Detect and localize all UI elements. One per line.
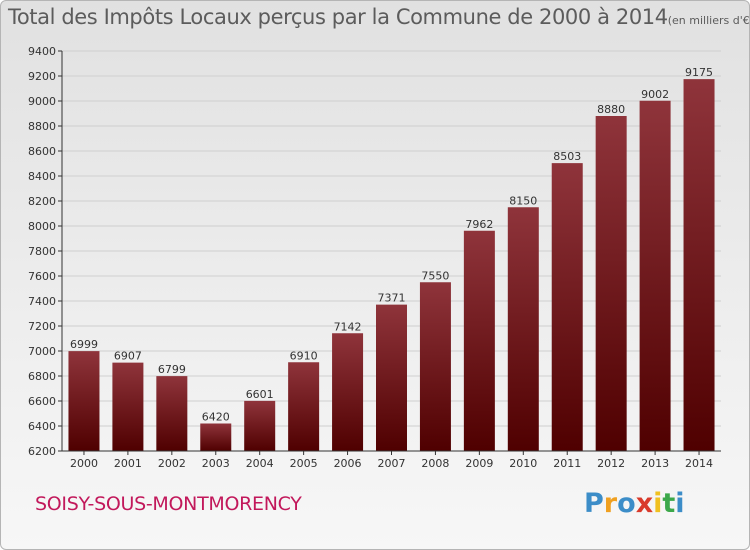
chart-title: Total des Impôts Locaux perçus par la Co… [8, 5, 750, 29]
y-tick-label: 7200 [28, 320, 56, 333]
value-label: 6601 [246, 388, 274, 401]
x-tick-label: 2000 [70, 457, 98, 470]
x-tick-label: 2001 [114, 457, 142, 470]
logo-letter: i [653, 488, 663, 519]
value-label: 6999 [70, 338, 98, 351]
y-tick-label: 8200 [28, 195, 56, 208]
y-tick-label: 7000 [28, 345, 56, 358]
y-tick-label: 6200 [28, 445, 56, 458]
value-label: 6799 [158, 363, 186, 376]
x-tick-label: 2006 [334, 457, 362, 470]
bar-2008 [419, 282, 451, 451]
x-tick-label: 2014 [685, 457, 713, 470]
logo-letter: i [675, 488, 685, 519]
x-tick-label: 2004 [246, 457, 274, 470]
logo-letter: x [635, 488, 654, 519]
value-label: 8503 [553, 150, 581, 163]
y-tick-label: 8400 [28, 170, 56, 183]
y-tick-label: 7600 [28, 270, 56, 283]
bar-2014 [683, 79, 715, 451]
x-tick-label: 2008 [421, 457, 449, 470]
value-label: 7142 [334, 320, 362, 333]
proxiti-logo: Proxiti [584, 488, 685, 519]
y-tick-label: 6400 [28, 420, 56, 433]
title-text: Total des Impôts Locaux perçus par la Co… [8, 5, 668, 29]
commune-name: SOISY-SOUS-MONTMORENCY [35, 493, 302, 515]
unit-label: (en milliers d'€) [667, 14, 750, 27]
y-tick-label: 8800 [28, 120, 56, 133]
y-tick-label: 7800 [28, 245, 56, 258]
bars [68, 79, 715, 451]
y-tick-label: 9400 [28, 45, 56, 58]
value-label: 6910 [290, 349, 318, 362]
y-tick-label: 9200 [28, 70, 56, 83]
y-tick-label: 6600 [28, 395, 56, 408]
bar-2007 [376, 304, 407, 451]
value-label: 9175 [685, 66, 713, 79]
y-tick-label: 8600 [28, 145, 56, 158]
value-label: 7962 [465, 218, 493, 231]
x-tick-label: 2009 [465, 457, 493, 470]
bar-2012 [595, 116, 627, 451]
axes [58, 50, 721, 455]
y-tick-label: 9000 [28, 95, 56, 108]
logo-letter: r [603, 488, 618, 519]
logo-letter: t [662, 488, 676, 519]
logo-letter: P [584, 488, 604, 519]
value-label: 9002 [641, 88, 669, 101]
y-tick-label: 6800 [28, 370, 56, 383]
x-tick-label: 2013 [641, 457, 669, 470]
x-tick-label: 2002 [158, 457, 186, 470]
bar-2006 [332, 333, 364, 451]
value-label: 8150 [509, 194, 537, 207]
bar-2001 [112, 362, 144, 451]
bar-2009 [463, 230, 495, 451]
value-label: 6420 [202, 411, 230, 424]
x-tick-label: 2010 [509, 457, 537, 470]
value-label: 6907 [114, 350, 142, 363]
y-tick-label: 8000 [28, 220, 56, 233]
bar-2005 [288, 362, 320, 451]
bar-2010 [507, 207, 539, 451]
bar-2011 [551, 163, 583, 451]
bar-2003 [200, 423, 232, 451]
logo-letter: o [617, 488, 636, 519]
value-label: 8880 [597, 103, 625, 116]
x-tick-label: 2007 [378, 457, 406, 470]
bar-2013 [639, 100, 671, 451]
x-tick-label: 2003 [202, 457, 230, 470]
y-tick-label: 7400 [28, 295, 56, 308]
value-label: 7550 [421, 269, 449, 282]
bar-2004 [244, 400, 276, 451]
x-tick-label: 2012 [597, 457, 625, 470]
bar-2002 [156, 376, 188, 451]
value-label: 7371 [378, 292, 406, 305]
x-tick-label: 2005 [290, 457, 318, 470]
labels: 6200 6400 6600 6800 7000 7200 7400 7600 7800 8000… [28, 45, 713, 470]
bar-2000 [68, 351, 100, 451]
x-tick-label: 2011 [553, 457, 581, 470]
